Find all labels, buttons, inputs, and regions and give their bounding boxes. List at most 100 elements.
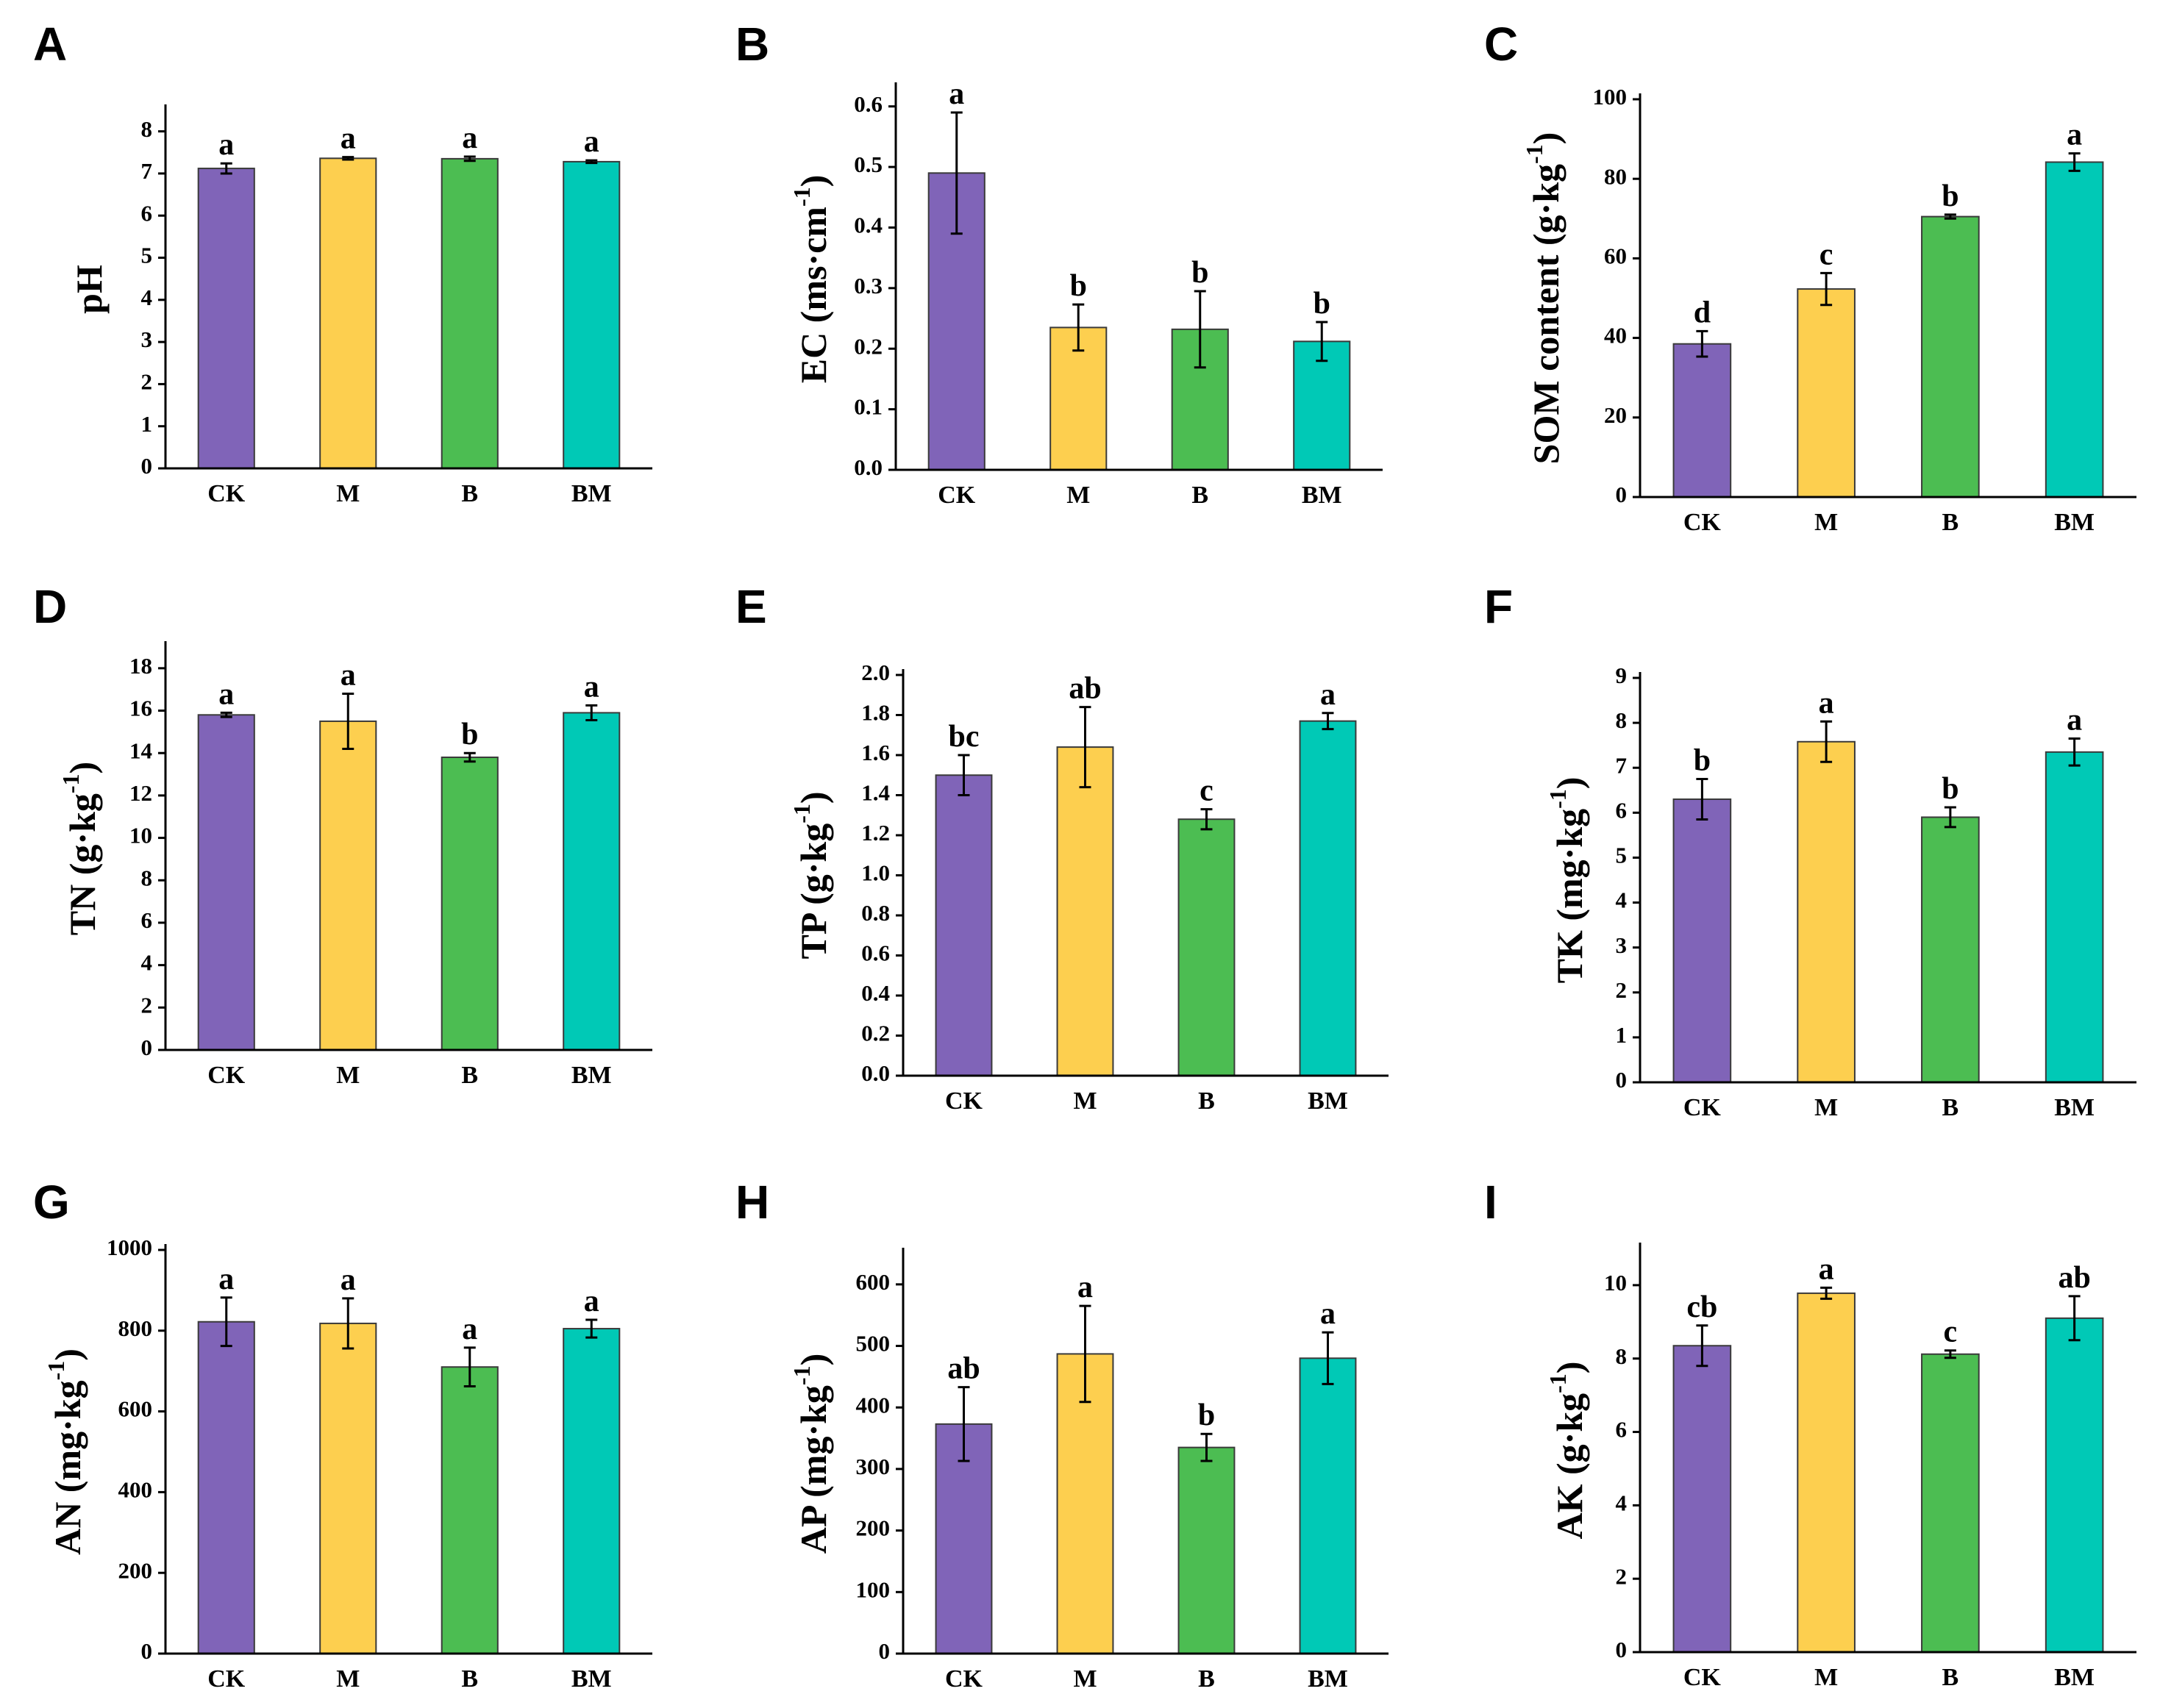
panel-d: Da CK a Mb Ba BM 0 2 4 6 8 10 12 14 16 18 TN (g·kg-1) (33, 580, 652, 1089)
panel-letter: B (735, 18, 769, 71)
significance-label: b (1694, 744, 1711, 778)
significance-label: b (1191, 256, 1208, 290)
y-tick-label: 0 (1616, 482, 1628, 507)
significance-label: a (1819, 1252, 1834, 1286)
y-tick-label: 20 (1604, 402, 1627, 428)
significance-label: c (1200, 774, 1213, 808)
y-tick-label: 6 (1616, 797, 1628, 823)
error-bar-b (1200, 808, 1213, 831)
error-bar-bm (2068, 737, 2081, 767)
error-bar-ck (950, 111, 963, 235)
bar-bm (563, 1328, 621, 1655)
significance-label: b (1314, 287, 1330, 321)
y-tick-label: 1.2 (861, 820, 890, 846)
y-tick-label: 7 (1616, 752, 1628, 778)
y-tick-label: 0.6 (854, 91, 883, 117)
panel-letter: H (735, 1176, 769, 1229)
error-bar-m (1079, 706, 1091, 789)
y-tick-label: 0.4 (861, 980, 890, 1006)
error-bar-m (342, 1297, 354, 1350)
y-tick-label: 0.5 (854, 151, 883, 177)
x-tick-label: BM (571, 480, 612, 507)
bar-m (1797, 740, 1856, 1083)
y-tick-label: 0.2 (861, 1021, 890, 1046)
x-tick-label: B (1942, 1094, 1959, 1121)
y-tick-label: 0 (1616, 1637, 1628, 1662)
significance-label: a (584, 125, 599, 159)
panel-h: Hab CK a Mb Ba BM 0 100 200 300 400 500 600 AP (mg·kg… (735, 1176, 1389, 1693)
error-bar-bm (2068, 1295, 2081, 1342)
y-tick-label: 2 (141, 992, 153, 1018)
x-tick-label: BM (2054, 1094, 2095, 1121)
x-tick-label: B (1191, 482, 1208, 509)
error-bar-bm (2068, 152, 2081, 172)
error-bar-b (1944, 1349, 1956, 1359)
significance-label: b (461, 718, 478, 751)
bar-m (1056, 1353, 1114, 1654)
y-tick-label: 6 (141, 200, 153, 226)
error-bar-m (1820, 1286, 1833, 1300)
y-tick-label: 40 (1604, 323, 1627, 349)
bar-b (1921, 215, 1980, 498)
y-axis-label: TN (g·kg-1) (57, 762, 103, 935)
significance-label: a (462, 1312, 477, 1346)
y-tick-label: 0 (141, 453, 153, 479)
error-bar-ck (958, 1386, 970, 1462)
bar-bm (2045, 161, 2104, 498)
panel-b: Ba CK b Mb Bb BM 0.0 0.1 0.2 0.3 0.4 0.5 0.6 EC (ms·c… (735, 18, 1383, 509)
y-axis-label: SOM content (g·kg-1) (1521, 132, 1566, 465)
error-bar-m (1079, 1304, 1091, 1404)
y-tick-label: 3 (1616, 932, 1628, 958)
y-axis-label: EC (ms·cm-1) (788, 175, 834, 384)
y-tick-label: 200 (118, 1557, 153, 1583)
x-tick-label: M (1814, 509, 1838, 536)
bar-ck (197, 714, 255, 1051)
bar-ck (1672, 343, 1732, 498)
significance-label: a (218, 1262, 234, 1296)
x-tick-label: CK (1683, 1664, 1722, 1691)
y-tick-label: 1 (141, 411, 153, 437)
bar-ck (935, 774, 993, 1076)
y-tick-label: 2 (1616, 977, 1628, 1003)
y-tick-label: 8 (1616, 1343, 1628, 1369)
y-axis-label: TK (mg·kg-1) (1544, 777, 1590, 984)
y-tick-label: 0 (141, 1035, 153, 1060)
significance-label: a (218, 128, 234, 162)
y-tick-label: 0.0 (861, 1060, 890, 1086)
significance-label: a (2067, 118, 2082, 152)
significance-label: a (218, 677, 234, 711)
bar-bm (2045, 1317, 2104, 1653)
bar-b (441, 756, 499, 1051)
y-tick-label: 400 (118, 1477, 153, 1503)
x-tick-label: BM (571, 1665, 612, 1693)
x-tick-label: B (1198, 1087, 1215, 1115)
y-tick-label: 4 (141, 950, 153, 976)
y-tick-label: 100 (1593, 84, 1628, 110)
y-tick-label: 300 (856, 1454, 891, 1479)
y-axis-label: AP (mg·kg-1) (788, 1354, 834, 1554)
error-bar-m (1820, 720, 1833, 763)
bar-b (1921, 1353, 1980, 1653)
y-tick-label: 400 (856, 1392, 891, 1418)
panel-letter: C (1484, 18, 1518, 71)
x-tick-label: CK (945, 1665, 983, 1693)
significance-label: a (341, 1263, 356, 1297)
bar-b (1177, 818, 1236, 1076)
significance-label: b (1942, 772, 1958, 806)
error-bar-ck (220, 1296, 232, 1348)
error-bar-ck (958, 754, 970, 796)
error-bar-ck (220, 162, 232, 175)
y-tick-label: 600 (856, 1269, 891, 1295)
error-bar-b (463, 751, 476, 763)
significance-label: a (949, 77, 964, 111)
y-tick-label: 1 (1616, 1022, 1628, 1048)
y-tick-label: 0 (141, 1638, 153, 1664)
x-tick-label: M (1073, 1665, 1097, 1693)
y-tick-label: 500 (856, 1331, 891, 1357)
error-bar-ck (1696, 778, 1708, 821)
y-tick-label: 1.6 (861, 740, 890, 765)
bar-bm (1293, 340, 1351, 471)
error-bar-m (342, 156, 354, 161)
y-tick-label: 6 (1616, 1417, 1628, 1443)
panel-i: Icb CK a Mc Bab BM 0 2 4 6 8 10 AK (g·kg-1) (1484, 1176, 2136, 1691)
